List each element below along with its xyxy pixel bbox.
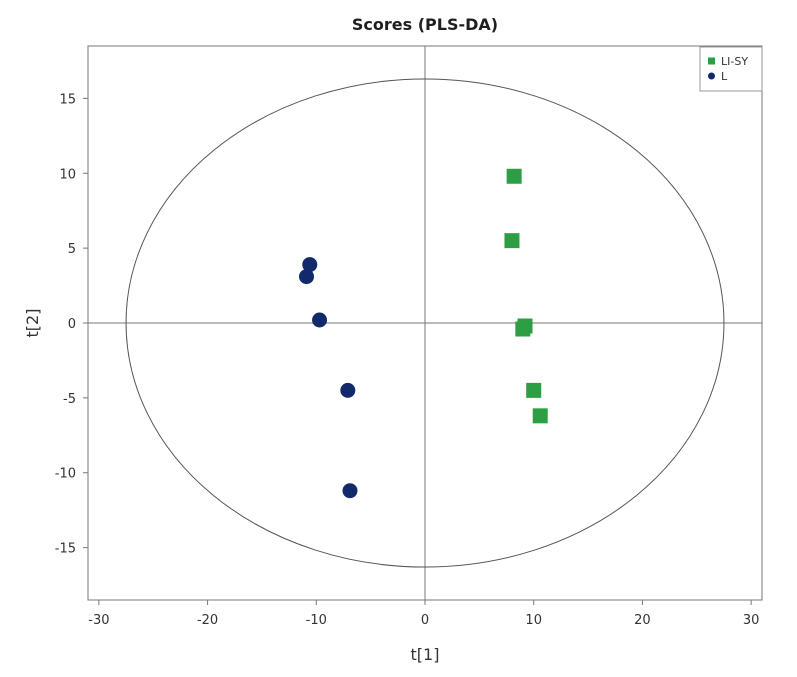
y-tick-label: -15 (55, 542, 76, 557)
hotelling-t2-ellipse (125, 78, 725, 568)
point-l-3 (312, 312, 328, 328)
confidence-ellipse-layer (125, 78, 725, 568)
legend-marker-circle (708, 72, 715, 80)
point-l-5 (342, 483, 358, 499)
x-tick-label: -20 (197, 613, 218, 628)
y-axis-ticks: 15 10 5 0 -5 -10 -15 (55, 92, 88, 557)
x-axis-ticks: -30 -20 -10 0 10 20 30 (88, 600, 759, 628)
reference-lines (88, 46, 762, 600)
y-tick-label: 5 (68, 242, 76, 257)
y-tick-label: 0 (68, 317, 76, 332)
point-li-sy-1 (506, 168, 522, 184)
point-l-1 (302, 257, 318, 273)
legend-label: L (721, 70, 728, 83)
point-li-sy-5 (526, 382, 542, 398)
y-tick-label: 15 (59, 92, 76, 107)
legend-label: LI-SY (721, 55, 748, 68)
point-li-sy-2 (504, 233, 520, 249)
x-tick-label: -10 (306, 613, 327, 628)
x-tick-label: -30 (88, 613, 109, 628)
y-tick-label: -5 (63, 392, 76, 407)
legend: LI-SY L (699, 46, 763, 92)
point-li-sy-4 (515, 321, 531, 337)
point-l-4 (340, 382, 356, 398)
data-points-layer (299, 168, 548, 499)
x-tick-label: 10 (525, 613, 542, 628)
legend-box (699, 46, 763, 92)
point-li-sy-6 (532, 408, 548, 424)
x-tick-label: 30 (743, 613, 760, 628)
chart-title: Scores (PLS-DA) (352, 15, 498, 34)
x-tick-label: 0 (421, 613, 429, 628)
point-l-2 (299, 269, 315, 285)
y-tick-label: 10 (59, 167, 76, 182)
x-axis-label: t[1] (411, 645, 440, 664)
y-axis-label: t[2] (23, 309, 42, 338)
legend-marker-square (708, 57, 715, 65)
y-tick-label: -10 (55, 467, 76, 482)
x-tick-label: 20 (634, 613, 651, 628)
